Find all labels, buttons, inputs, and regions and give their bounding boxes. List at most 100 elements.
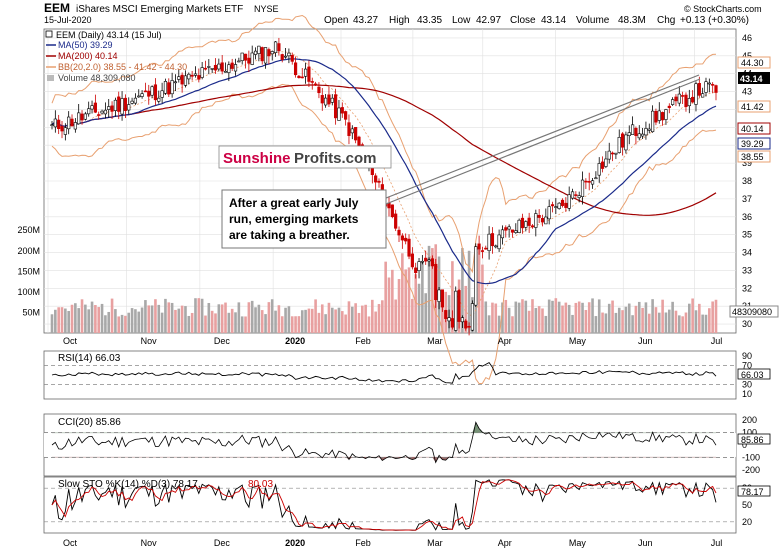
volume-bar xyxy=(644,302,648,333)
volume-bar xyxy=(160,312,164,333)
legend-main: EEM (Daily) 43.14 (15 Jul) xyxy=(56,30,162,40)
volume-bar xyxy=(611,300,614,333)
volume-bar xyxy=(627,303,631,333)
volume-bar xyxy=(217,304,221,333)
volume-bar xyxy=(677,315,681,333)
watermark-part2: Profits.com xyxy=(294,150,377,167)
candle-body xyxy=(227,64,231,73)
volume-bar xyxy=(194,298,197,333)
month-label-bottom: 2020 xyxy=(285,538,305,548)
candle-body xyxy=(600,161,605,169)
candle-body xyxy=(684,94,688,107)
candle-body xyxy=(714,85,718,93)
volume-bar xyxy=(347,301,351,333)
volume-label: Volume xyxy=(576,15,610,26)
volume-tick-label: 50M xyxy=(22,307,40,317)
sto-panel: 805020 xyxy=(44,479,752,531)
volume-bar xyxy=(671,301,674,333)
candle-body xyxy=(674,96,678,102)
price-tick-label: 46 xyxy=(742,33,752,43)
candle-body xyxy=(297,75,301,78)
tag-close: 43.14 xyxy=(740,74,763,84)
indicator-tick-label: 0 xyxy=(742,440,747,450)
volume-bar xyxy=(327,302,331,333)
cci-panel: 200 100 0 -100 -200 xyxy=(44,415,760,475)
cci-value-tag: 85.86 xyxy=(741,435,764,445)
candle-body xyxy=(167,82,171,95)
candle-body xyxy=(337,107,341,121)
candle-body xyxy=(200,67,204,78)
candle-body xyxy=(117,96,121,112)
volume-bar xyxy=(441,295,444,333)
candle-body xyxy=(127,104,131,111)
volume-bar xyxy=(507,307,511,333)
volume-bar xyxy=(681,316,684,333)
volume-bar xyxy=(631,315,634,333)
candle-body xyxy=(677,93,681,104)
candle-body xyxy=(187,73,191,80)
volume-bar xyxy=(57,307,60,333)
candle-body xyxy=(510,229,515,233)
candle-body xyxy=(90,105,94,110)
exchange: NYSE xyxy=(254,4,279,14)
candle-body xyxy=(270,51,274,55)
volume-bar xyxy=(567,304,571,333)
volume-bar xyxy=(394,299,397,333)
volume-bar xyxy=(534,308,538,333)
candle-body xyxy=(480,250,485,252)
candle-body xyxy=(73,122,77,130)
price-tick-label: 30 xyxy=(742,319,752,329)
candle-body xyxy=(350,128,354,134)
volume-bar xyxy=(701,314,704,333)
indicator-tick-label: 90 xyxy=(742,351,752,361)
tag-ma200: 40.14 xyxy=(741,124,764,134)
volume-bar xyxy=(304,309,307,333)
candle-body xyxy=(414,267,418,274)
volume-bar xyxy=(497,315,501,333)
price-tick-label: 33 xyxy=(742,265,752,275)
volume-bar xyxy=(190,312,194,333)
candle-body xyxy=(230,62,234,69)
volume-bar xyxy=(114,309,117,333)
volume-bar xyxy=(67,311,70,333)
candle-body xyxy=(283,55,288,58)
candle-body xyxy=(113,99,117,111)
candle-body xyxy=(537,215,541,218)
volume-bar xyxy=(324,314,327,333)
high-value: 43.35 xyxy=(417,15,442,26)
candle-body xyxy=(681,95,685,97)
rsi-panel: 9070503010 xyxy=(44,351,752,399)
volume-bar xyxy=(421,262,424,333)
volume-bar xyxy=(277,305,281,333)
volume-bar xyxy=(167,302,171,333)
candle-body xyxy=(587,181,591,183)
volume-bar xyxy=(204,315,207,333)
candle-body xyxy=(70,118,74,127)
volume-bar xyxy=(591,298,594,333)
price-tags: 43.14 44.30 41.42 40.14 39.29 38.55 4830… xyxy=(729,56,779,318)
candle-body xyxy=(287,52,291,57)
close-label: Close xyxy=(510,15,536,26)
candle-body xyxy=(404,237,408,242)
candle-body xyxy=(243,53,248,61)
candle-body xyxy=(437,289,441,302)
candle-body xyxy=(327,94,331,105)
volume-bar xyxy=(274,310,277,333)
volume-bar xyxy=(494,303,498,333)
cci-label: CCI(20) 85.86 xyxy=(58,417,121,428)
candle-body xyxy=(77,112,81,125)
price-tick-label: 35 xyxy=(742,230,752,240)
volume-bar xyxy=(467,250,471,333)
volume-bar xyxy=(307,308,311,333)
candle-body xyxy=(107,106,111,110)
volume-bar xyxy=(647,313,651,333)
volume-bar xyxy=(554,298,558,333)
candle-body xyxy=(527,217,531,226)
indicator-tick-label: -200 xyxy=(742,465,760,475)
volume-bar xyxy=(491,302,494,333)
rsi-value-tag: 66.03 xyxy=(741,370,764,380)
candle-body xyxy=(454,290,458,331)
volume-bar xyxy=(374,311,377,333)
volume-bar xyxy=(157,304,161,333)
volume-bar xyxy=(664,312,668,333)
